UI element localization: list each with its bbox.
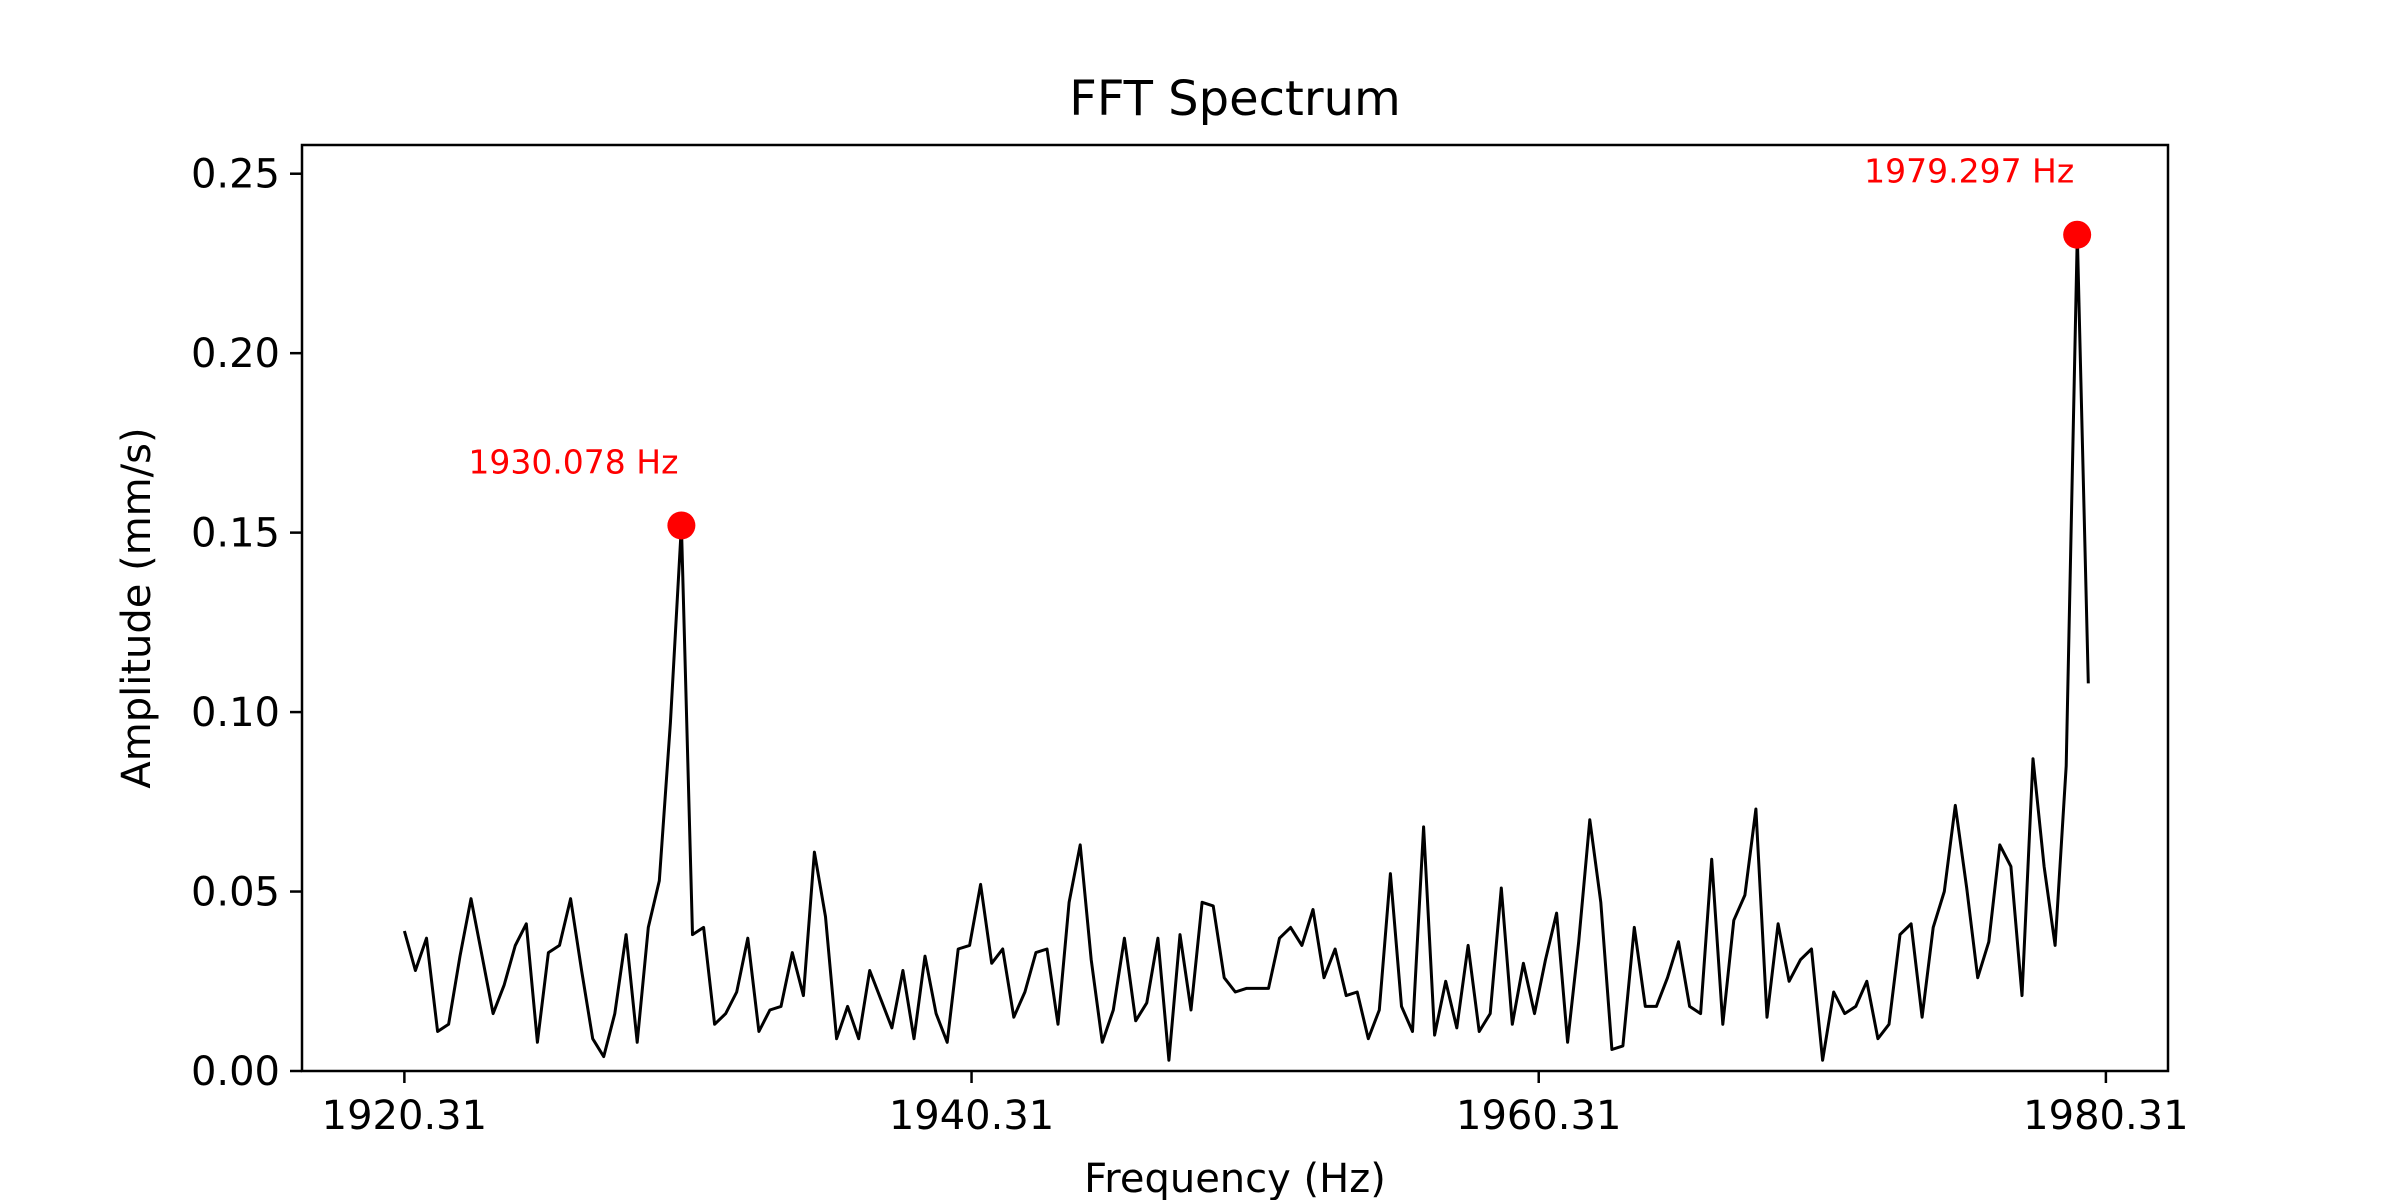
x-tick-label: 1940.31 <box>889 1093 1054 1139</box>
chart-title: FFT Spectrum <box>1069 71 1401 127</box>
peak-label: 1979.297 Hz <box>1864 152 2074 191</box>
peak-label: 1930.078 Hz <box>468 442 678 481</box>
y-axis-ticks: 0.00 0.05 0.10 0.15 0.20 0.25 <box>191 152 302 1095</box>
peak-markers: 1930.078 Hz 1979.297 Hz <box>468 152 2092 540</box>
x-tick-label: 1960.31 <box>1456 1093 1621 1139</box>
y-tick-label: 0.15 <box>191 511 280 557</box>
peak-marker <box>2063 220 2092 249</box>
y-axis-label: Amplitude (mm/s) <box>114 427 160 788</box>
x-tick-label: 1980.31 <box>2023 1093 2188 1139</box>
spectrum-line-0 <box>402 233 2090 1062</box>
peak-marker <box>667 511 696 540</box>
x-axis-ticks: 1920.31 1940.31 1960.31 1980.31 <box>322 1071 2189 1139</box>
x-tick-label: 1920.31 <box>322 1093 487 1139</box>
y-tick-label: 0.00 <box>191 1049 280 1095</box>
y-tick-label: 0.05 <box>191 870 280 916</box>
y-tick-label: 0.20 <box>191 331 280 377</box>
plot-frame <box>300 143 2170 1073</box>
y-tick-label: 0.25 <box>191 152 280 198</box>
y-tick-label: 0.10 <box>191 690 280 736</box>
x-axis-label: Frequency (Hz) <box>1084 1156 1386 1200</box>
plot-area <box>402 233 2090 1062</box>
